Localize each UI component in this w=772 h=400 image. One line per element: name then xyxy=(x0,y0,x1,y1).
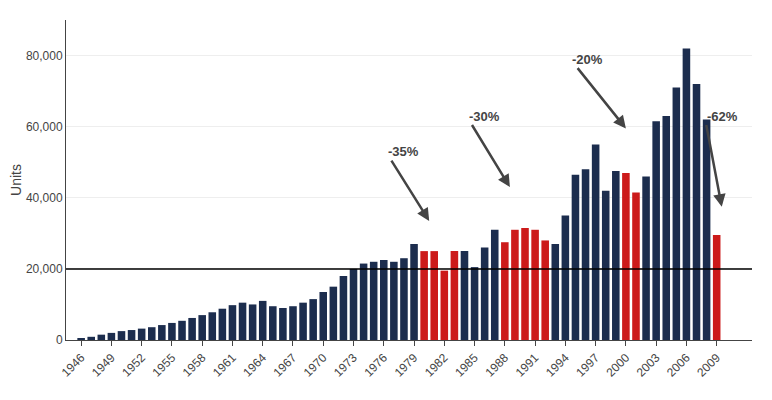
svg-text:1997: 1997 xyxy=(573,351,602,380)
svg-text:1958: 1958 xyxy=(180,351,209,380)
svg-text:2006: 2006 xyxy=(664,351,693,380)
svg-text:1970: 1970 xyxy=(301,351,330,380)
svg-text:0: 0 xyxy=(56,333,63,347)
svg-text:80,000: 80,000 xyxy=(26,49,63,63)
svg-text:-20%: -20% xyxy=(572,52,603,67)
svg-text:1979: 1979 xyxy=(392,351,421,380)
svg-text:1964: 1964 xyxy=(240,351,269,380)
svg-text:2003: 2003 xyxy=(634,351,663,380)
svg-text:1976: 1976 xyxy=(361,351,390,380)
svg-text:-62%: -62% xyxy=(707,109,738,124)
svg-text:60,000: 60,000 xyxy=(26,120,63,134)
svg-text:1949: 1949 xyxy=(89,351,118,380)
svg-text:20,000: 20,000 xyxy=(26,262,63,276)
svg-text:1973: 1973 xyxy=(331,351,360,380)
svg-text:1967: 1967 xyxy=(271,351,300,380)
svg-text:1994: 1994 xyxy=(543,351,572,380)
svg-text:2000: 2000 xyxy=(603,351,632,380)
svg-text:Units: Units xyxy=(8,164,24,196)
svg-text:1955: 1955 xyxy=(150,351,179,380)
svg-text:1982: 1982 xyxy=(422,351,451,380)
svg-text:40,000: 40,000 xyxy=(26,191,63,205)
svg-text:-30%: -30% xyxy=(469,109,500,124)
svg-text:-35%: -35% xyxy=(388,144,419,159)
svg-text:1991: 1991 xyxy=(513,351,542,380)
svg-text:1952: 1952 xyxy=(119,351,148,380)
svg-text:1961: 1961 xyxy=(210,351,239,380)
svg-text:1988: 1988 xyxy=(482,351,511,380)
svg-text:2009: 2009 xyxy=(694,351,723,380)
svg-text:1946: 1946 xyxy=(59,351,88,380)
svg-text:1985: 1985 xyxy=(452,351,481,380)
